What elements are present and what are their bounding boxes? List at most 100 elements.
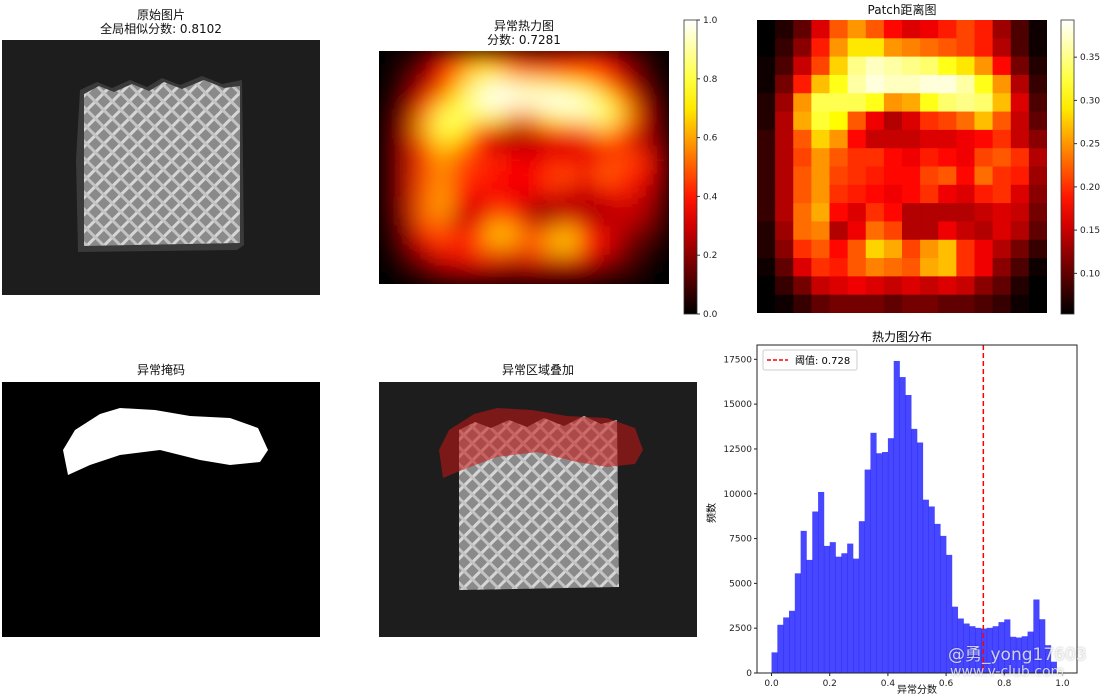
hist-bar xyxy=(870,432,877,673)
heatmap-cell xyxy=(469,152,489,169)
heatmap-cell xyxy=(397,196,417,213)
mask-title: 异常掩码 xyxy=(136,363,186,377)
hist-bar xyxy=(835,556,842,673)
patch-cell xyxy=(793,129,812,149)
heatmap-cell xyxy=(469,254,489,271)
patch-cell xyxy=(883,166,903,186)
patch-cell xyxy=(829,20,849,39)
patch-cell xyxy=(811,20,830,39)
heatmap-cell xyxy=(542,94,562,111)
hist-bar xyxy=(882,452,889,673)
patch-cell xyxy=(1010,276,1030,296)
patch-cell xyxy=(956,93,975,113)
heatmap-cell xyxy=(524,80,544,96)
heatmap-cell xyxy=(487,269,507,284)
hist-axes-frame xyxy=(756,344,1078,674)
heatmap-cell xyxy=(487,65,507,82)
x-tick-label: 0.8 xyxy=(997,679,1012,689)
patch-cell xyxy=(974,294,994,313)
heatmap-cell xyxy=(596,94,616,111)
hist-bar xyxy=(876,453,883,673)
patch-cell xyxy=(938,111,957,131)
patch-cell xyxy=(883,74,903,94)
heatmap-cell xyxy=(397,152,417,169)
patch-cell xyxy=(1010,258,1030,277)
heatmap-cell xyxy=(469,123,489,140)
patch-cell xyxy=(865,20,885,39)
heatmap-cell xyxy=(433,254,453,271)
heatmap-cell xyxy=(487,167,507,184)
heatmap-cell xyxy=(614,196,634,213)
patch-cell xyxy=(992,221,1012,241)
heatmap-cell xyxy=(650,123,669,140)
heatmap-cell xyxy=(650,80,669,96)
hist-bar xyxy=(893,360,900,673)
heatmap-cell xyxy=(578,182,598,198)
heatmap-cell xyxy=(578,254,598,271)
patch-cell xyxy=(757,38,776,58)
heatmap-cell xyxy=(524,211,544,227)
heatmap-cell xyxy=(560,269,580,284)
patch-cell xyxy=(956,148,975,167)
heatmap-cell xyxy=(614,269,634,284)
y-tick-label: 12500 xyxy=(723,445,752,455)
colorbar-tick-label: 1.0 xyxy=(703,16,718,26)
patch-cell xyxy=(775,258,794,277)
heatmap-cell xyxy=(415,167,435,184)
patch-cell xyxy=(865,276,885,296)
patch-cell xyxy=(793,74,812,94)
heatmap-cell xyxy=(524,109,544,125)
patch-cell xyxy=(775,166,794,186)
heatmap-cell xyxy=(397,94,417,111)
heatmap-cell xyxy=(524,254,544,271)
histogram: 频数 异常分数 热力图分布 0.0 0.2 0.4 0.6 0.8 1.0 0 2500 500… xyxy=(705,330,1078,695)
patch-cell xyxy=(865,148,885,167)
hist-bar xyxy=(771,652,778,673)
heatmap-cell xyxy=(487,152,507,169)
hist-bar xyxy=(864,469,871,673)
patch-cell xyxy=(920,56,939,76)
hist-bar xyxy=(986,627,993,673)
patch-cell xyxy=(938,93,957,113)
heatmap-cell xyxy=(632,138,652,154)
patch-cell xyxy=(938,166,957,186)
patch-cell xyxy=(847,239,867,259)
patch-cell xyxy=(847,20,867,39)
heatmap-cell xyxy=(560,51,580,67)
patch-cell xyxy=(883,294,903,313)
patch-cell xyxy=(883,129,903,149)
heatmap-cell xyxy=(451,182,471,198)
heatmap-cell xyxy=(578,123,598,140)
patch-cell xyxy=(1028,56,1047,76)
heatmap-cell xyxy=(650,240,669,256)
colorbar-tick-label: 0.2 xyxy=(703,251,717,261)
heatmap-cell xyxy=(524,269,544,284)
heatmap-cell xyxy=(542,51,562,67)
heatmap-cell xyxy=(650,65,669,82)
patch-cell xyxy=(775,184,794,204)
heatmap-cell xyxy=(578,152,598,169)
anomaly-overlay xyxy=(379,382,697,637)
heatmap-cell xyxy=(524,225,544,242)
heatmap-cell xyxy=(614,167,634,184)
patch-cell xyxy=(757,239,776,259)
heatmap-cell xyxy=(505,109,525,125)
heatmap-cell xyxy=(415,65,435,82)
patch-cell xyxy=(757,184,776,204)
patch-cell xyxy=(938,56,957,76)
colorbar-gradient xyxy=(683,19,698,315)
heatmap-cell xyxy=(379,182,399,198)
patch-cell xyxy=(757,276,776,296)
heatmap-cell xyxy=(487,109,507,125)
patch-cell xyxy=(757,203,776,222)
patch-cell xyxy=(938,239,957,259)
patch-cell xyxy=(775,93,794,113)
patch-cell xyxy=(775,56,794,76)
heatmap-cell xyxy=(433,51,453,67)
patch-cell xyxy=(883,111,903,131)
patch-cell xyxy=(902,56,921,76)
heatmap-cell xyxy=(524,240,544,256)
heatmap-cell xyxy=(542,152,562,169)
heatmap-cell xyxy=(433,138,453,154)
heatmap-cell xyxy=(469,211,489,227)
